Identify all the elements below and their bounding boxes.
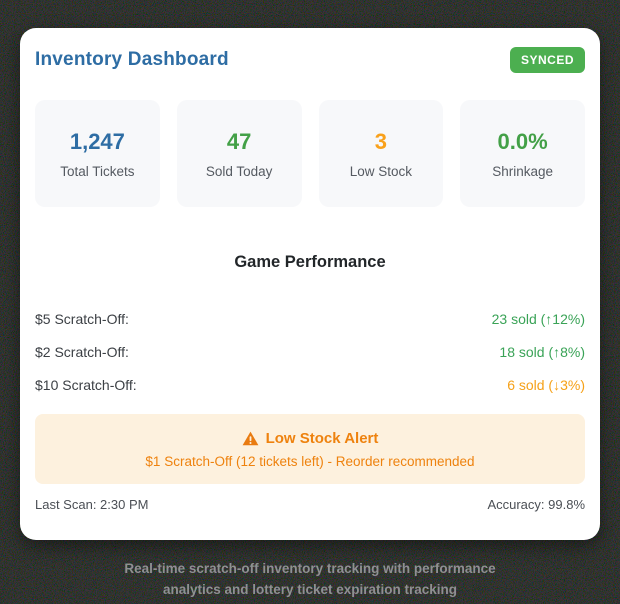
warning-triangle-icon bbox=[242, 431, 259, 446]
stat-value: 3 bbox=[374, 128, 387, 154]
stats-row: 1,247 Total Tickets 47 Sold Today 3 Low … bbox=[35, 100, 585, 207]
game-sales-value: 23 sold (↑12%) bbox=[491, 310, 585, 327]
game-label: $2 Scratch-Off: bbox=[35, 343, 129, 360]
last-scan-text: Last Scan: 2:30 PM bbox=[35, 497, 149, 512]
stat-label: Shrinkage bbox=[492, 163, 554, 179]
card-footer: Last Scan: 2:30 PM Accuracy: 99.8% bbox=[35, 497, 585, 512]
alert-title-row: Low Stock Alert bbox=[242, 429, 379, 447]
performance-row: $10 Scratch-Off: 6 sold (↓3%) bbox=[35, 368, 585, 401]
stat-card-shrinkage: 0.0% Shrinkage bbox=[460, 100, 585, 207]
game-sales-value: 18 sold (↑8%) bbox=[499, 343, 585, 360]
game-label: $10 Scratch-Off: bbox=[35, 376, 137, 393]
game-label: $5 Scratch-Off: bbox=[35, 310, 129, 327]
caption-line-1: Real-time scratch-off inventory tracking… bbox=[124, 561, 496, 576]
performance-row: $2 Scratch-Off: 18 sold (↑8%) bbox=[35, 335, 585, 368]
stat-value: 1,247 bbox=[69, 128, 125, 154]
inventory-dashboard-card: Inventory Dashboard SYNCED 1,247 Total T… bbox=[20, 28, 600, 540]
synced-status-badge[interactable]: SYNCED bbox=[509, 47, 585, 73]
performance-list: $5 Scratch-Off: 23 sold (↑12%) $2 Scratc… bbox=[35, 302, 585, 401]
page-title: Inventory Dashboard bbox=[35, 49, 229, 70]
stat-value: 0.0% bbox=[497, 128, 548, 154]
stat-label: Total Tickets bbox=[60, 163, 135, 179]
caption-line-2: analytics and lottery ticket expiration … bbox=[162, 582, 458, 597]
stat-label: Sold Today bbox=[205, 163, 273, 179]
section-title-game-performance: Game Performance bbox=[234, 253, 386, 271]
game-sales-value: 6 sold (↓3%) bbox=[507, 376, 585, 393]
stat-label: Low Stock bbox=[349, 163, 413, 179]
alert-message: $1 Scratch-Off (12 tickets left) - Reord… bbox=[145, 453, 475, 469]
stat-card-total-tickets: 1,247 Total Tickets bbox=[35, 100, 160, 207]
performance-row: $5 Scratch-Off: 23 sold (↑12%) bbox=[35, 302, 585, 335]
screenshot-caption: Real-time scratch-off inventory tracking… bbox=[0, 558, 620, 600]
low-stock-alert-banner: Low Stock Alert $1 Scratch-Off (12 ticke… bbox=[35, 414, 585, 484]
accuracy-text: Accuracy: 99.8% bbox=[487, 497, 585, 512]
stat-card-low-stock: 3 Low Stock bbox=[318, 100, 444, 207]
stat-value: 47 bbox=[226, 128, 252, 154]
alert-title: Low Stock Alert bbox=[265, 429, 379, 447]
card-header: Inventory Dashboard SYNCED bbox=[35, 42, 585, 78]
stat-card-sold-today: 47 Sold Today bbox=[176, 100, 302, 207]
